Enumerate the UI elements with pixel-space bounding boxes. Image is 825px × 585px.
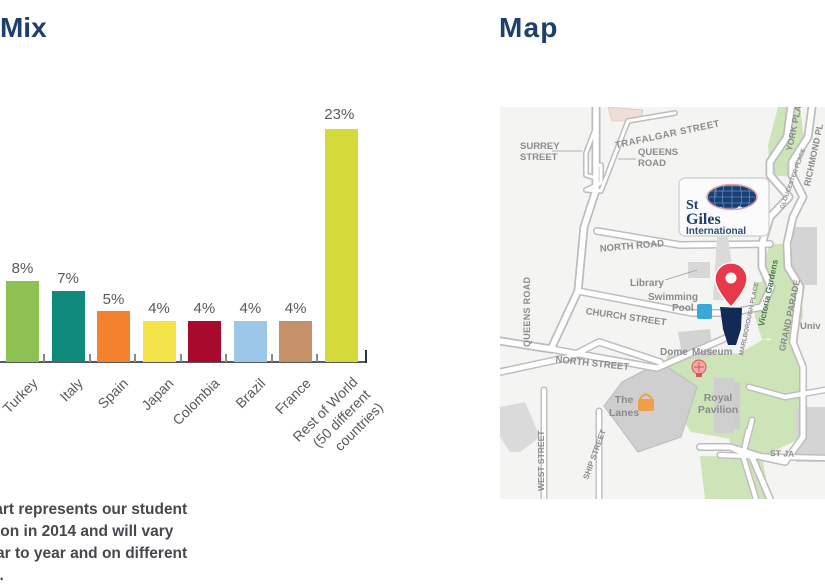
svg-text:Pool: Pool (672, 303, 694, 314)
svg-text:Dome: Dome (660, 347, 688, 358)
svg-text:ST JA: ST JA (770, 448, 794, 459)
svg-text:QUEENS ROAD: QUEENS ROAD (522, 276, 532, 347)
svg-text:Pavilion: Pavilion (698, 404, 738, 416)
svg-text:The: The (615, 394, 634, 406)
svg-text:SURREY: SURREY (520, 141, 560, 152)
svg-text:STREET: STREET (520, 152, 558, 163)
svg-text:Lanes: Lanes (609, 407, 640, 419)
svg-text:WEST STREET: WEST STREET (536, 430, 546, 491)
svg-text:QUEENS: QUEENS (638, 147, 678, 158)
svg-text:Univ: Univ (800, 321, 821, 332)
svg-text:ROAD: ROAD (638, 158, 666, 169)
svg-text:Swimming: Swimming (648, 292, 698, 303)
svg-text:Library: Library (630, 278, 664, 289)
svg-text:Museum: Museum (692, 347, 733, 358)
svg-text:Royal: Royal (704, 392, 733, 404)
svg-text:International: International (686, 226, 746, 237)
